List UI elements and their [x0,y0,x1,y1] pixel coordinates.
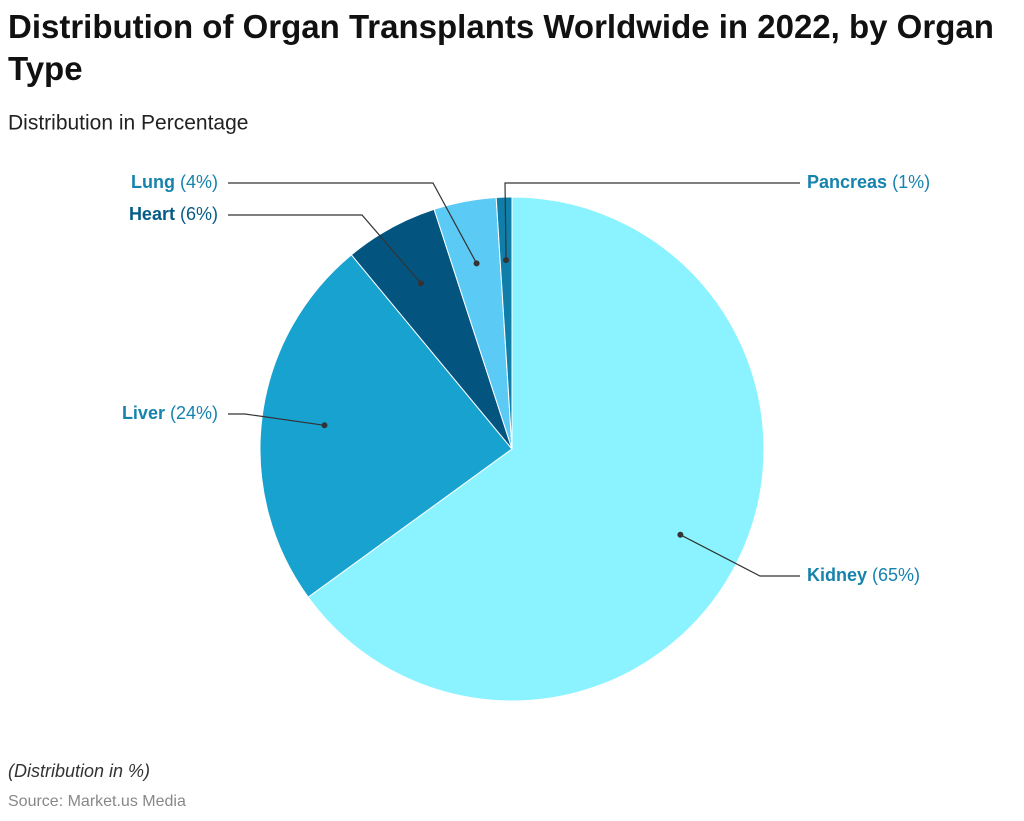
slice-label-name: Lung [131,172,175,192]
leader-line [228,182,478,264]
chart-source: Source: Market.us Media [8,793,186,810]
slice-label: Lung (4%) [131,172,218,192]
slice-label-name: Pancreas [807,172,887,192]
leader-dot [417,280,424,287]
slice-label: Pancreas (1%) [807,172,930,192]
leader-line [680,534,800,577]
leader-dot [503,257,510,264]
slice-label-name: Heart [129,204,175,224]
slice-label-name: Kidney [807,565,867,585]
slice-label: Liver (24%) [122,403,218,423]
leader-line [228,214,422,284]
pie: Kidney (65%)Liver (24%)Heart (6%)Lung (4… [122,172,930,702]
title-box: Distribution of Organ Transplants Worldw… [8,8,994,87]
leader-line [228,413,325,426]
slice-label-value: (65%) [872,565,920,585]
leader-dot [473,260,480,267]
slice-label-value: (1%) [892,172,930,192]
slice-label: Kidney (65%) [807,565,920,585]
pie-slice [259,254,513,598]
chart-subtitle: Distribution in Percentage [8,112,248,135]
slice-label-value: (4%) [180,172,218,192]
leader-line [504,182,800,261]
slice-label-value: (24%) [170,403,218,423]
slice-label-name: Liver [122,403,165,423]
chart-title: Distribution of Organ Transplants Worldw… [8,8,994,87]
slice-label: Heart (6%) [129,204,218,224]
leader-dot [677,531,684,538]
chart-note: (Distribution in %) [8,761,150,781]
leader-dot [321,422,328,429]
slice-label-value: (6%) [180,204,218,224]
